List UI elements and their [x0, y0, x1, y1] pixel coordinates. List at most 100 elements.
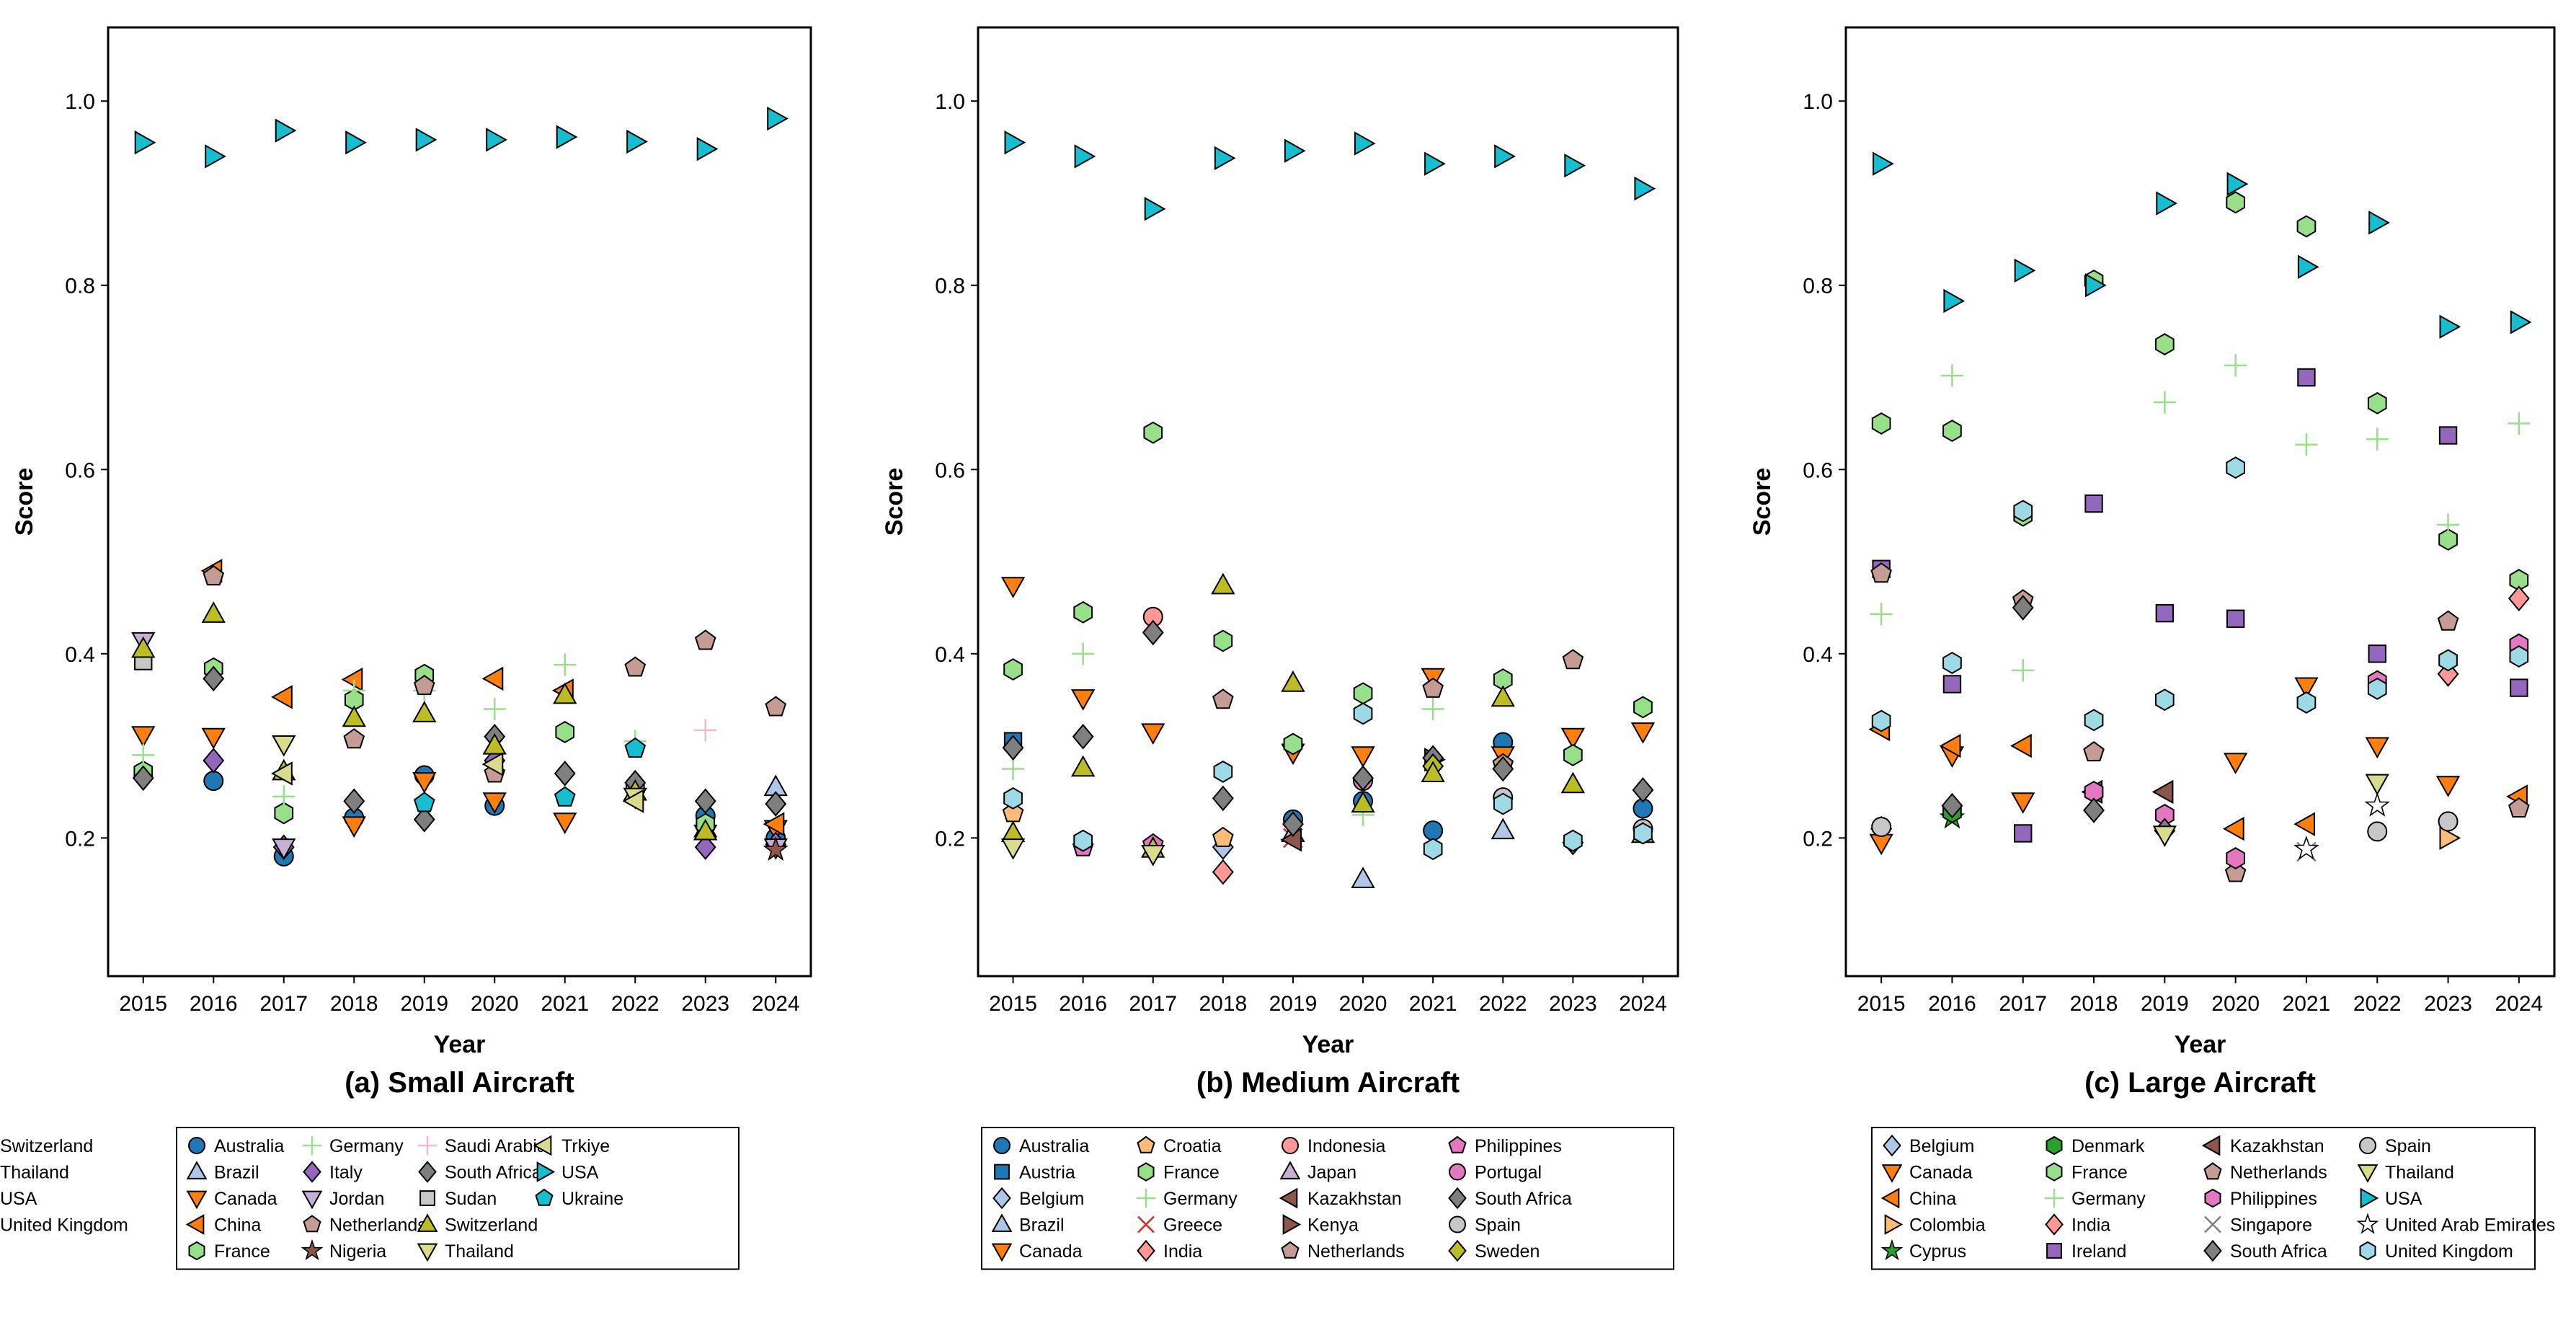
- point-united-kingdom: [1633, 822, 1653, 845]
- point-ireland: [2510, 678, 2528, 697]
- legend-label-singapore: Singapore: [2230, 1215, 2312, 1236]
- point-china: [271, 685, 293, 709]
- legend-marker-spain: [1449, 1215, 1466, 1233]
- point-italy: [203, 748, 225, 774]
- y-tick-label: 0.8: [1803, 275, 1833, 298]
- point-switzerland: [1560, 771, 1586, 794]
- chart-panel-3: 0.2 0.4 0.6 0.8 1.0 2015 2016 2017 2018 2019 2020 2…: [1749, 26, 2556, 1270]
- point-germany: [132, 743, 155, 766]
- legend-label-canada: Canada: [214, 1189, 277, 1209]
- point-switzerland: [1421, 761, 1445, 782]
- point-china: [341, 667, 363, 692]
- point-south-africa: [694, 788, 716, 815]
- legend-label-united-kingdom: United Kingdom: [2385, 1241, 2513, 1262]
- x-tick-label: 2024: [752, 992, 800, 1016]
- point-switzerland: [1070, 755, 1096, 777]
- point-south-africa: [1142, 619, 1164, 646]
- point-philippines: [2226, 847, 2245, 869]
- legend-label-indonesia: Indonesia: [1307, 1136, 1386, 1156]
- point-france: [2226, 191, 2245, 214]
- point-germany: [483, 697, 506, 721]
- point-netherlands: [624, 656, 647, 677]
- legend-marker-france: [2046, 1162, 2063, 1182]
- legend-label-australia: Australia: [1019, 1136, 1089, 1156]
- legend-marker-australia: [993, 1137, 1011, 1154]
- point-canada: [2435, 776, 2461, 797]
- legend-label-india: India: [2071, 1215, 2110, 1236]
- point-usa: [696, 136, 719, 161]
- point-switzerland: [1491, 685, 1515, 707]
- x-axis-label: Year: [2175, 1031, 2226, 1058]
- y-tick-label: 0.4: [935, 643, 965, 667]
- legend-label-netherlands: Netherlands: [329, 1215, 427, 1236]
- legend-marker-kenya: [1282, 1214, 1302, 1235]
- point-south-africa: [2012, 595, 2034, 621]
- point-france: [1143, 421, 1163, 444]
- point-united-kingdom: [1563, 829, 1583, 852]
- point-usa: [2439, 314, 2461, 339]
- legend-label-denmark: Denmark: [2071, 1136, 2145, 1156]
- legend-label-united-kingdom: United Kingdom: [0, 1215, 128, 1236]
- legend-marker-canada: [186, 1190, 208, 1210]
- legend-marker-portugal: [1449, 1163, 1466, 1181]
- x-tick-label: 2017: [1999, 992, 2047, 1016]
- legend-label-cyprus: Cyprus: [1909, 1241, 1966, 1262]
- point-canada: [1070, 689, 1096, 711]
- x-axis-label: Year: [434, 1031, 486, 1058]
- point-usa: [1074, 144, 1096, 169]
- point-united-kingdom: [1871, 709, 1891, 732]
- point-usa: [1494, 144, 1516, 169]
- legend-marker-netherlands: [2203, 1162, 2222, 1180]
- point-switzerland: [693, 818, 718, 841]
- point-usa: [1943, 288, 1966, 314]
- point-germany: [272, 785, 296, 808]
- y-tick-label: 1.0: [1803, 90, 1833, 114]
- point-usa: [1004, 130, 1026, 155]
- point-usa: [2368, 211, 2390, 235]
- point-south-africa: [765, 791, 787, 817]
- chart-panel-1: 0.2 0.4 0.6 0.8 1.0 2015 2016 2017 2018 2019 2020 2…: [11, 26, 812, 1270]
- point-colombia: [2439, 825, 2461, 851]
- point-france: [274, 802, 294, 825]
- point-germany: [2436, 513, 2460, 536]
- point-usa: [134, 130, 156, 155]
- point-canada: [131, 726, 156, 748]
- point-ireland: [2155, 603, 2175, 623]
- legend-marker-germany: [302, 1135, 322, 1156]
- point-switzerland: [412, 701, 437, 722]
- point-kazakhstan: [2151, 779, 2174, 805]
- legend-label-canada: Canada: [1909, 1163, 1973, 1183]
- point-canada: [201, 727, 226, 750]
- x-tick-label: 2018: [1199, 992, 1247, 1016]
- legend-marker-germany: [2044, 1188, 2064, 1208]
- y-tick-label: 0.4: [65, 643, 95, 667]
- point-south-africa: [1212, 785, 1234, 812]
- point-spain: [2438, 811, 2459, 832]
- point-switzerland: [201, 601, 226, 623]
- point-usa: [2156, 191, 2177, 216]
- point-netherlands: [694, 629, 716, 650]
- legend-box: [1871, 1127, 2536, 1270]
- legend-label-saudi-arabia: Saudi Arabia: [445, 1136, 547, 1156]
- y-tick-label: 1.0: [65, 90, 95, 114]
- x-tick-label: 2018: [2070, 992, 2118, 1016]
- x-tick-label: 2016: [1059, 992, 1107, 1016]
- point-ireland: [2368, 645, 2386, 663]
- legend-marker-denmark: [2046, 1135, 2063, 1156]
- point-canada: [482, 792, 507, 814]
- point-thailand: [2152, 825, 2177, 847]
- point-netherlands: [1212, 688, 1234, 709]
- point-canada: [1000, 577, 1026, 598]
- legend-label-france: France: [214, 1241, 270, 1262]
- legend-marker-canada: [1881, 1164, 1903, 1183]
- y-tick-label: 0.6: [1803, 459, 1833, 482]
- legend-marker-china: [185, 1214, 205, 1235]
- point-usa: [2085, 273, 2107, 298]
- point-south-africa: [1072, 724, 1094, 750]
- legend-label-china: China: [214, 1215, 261, 1236]
- point-canada: [342, 816, 366, 838]
- y-tick-label: 1.0: [935, 90, 965, 114]
- point-canada: [2294, 677, 2319, 699]
- legend-marker-thailand: [2357, 1164, 2379, 1183]
- legend-label-ireland: Ireland: [2071, 1241, 2126, 1262]
